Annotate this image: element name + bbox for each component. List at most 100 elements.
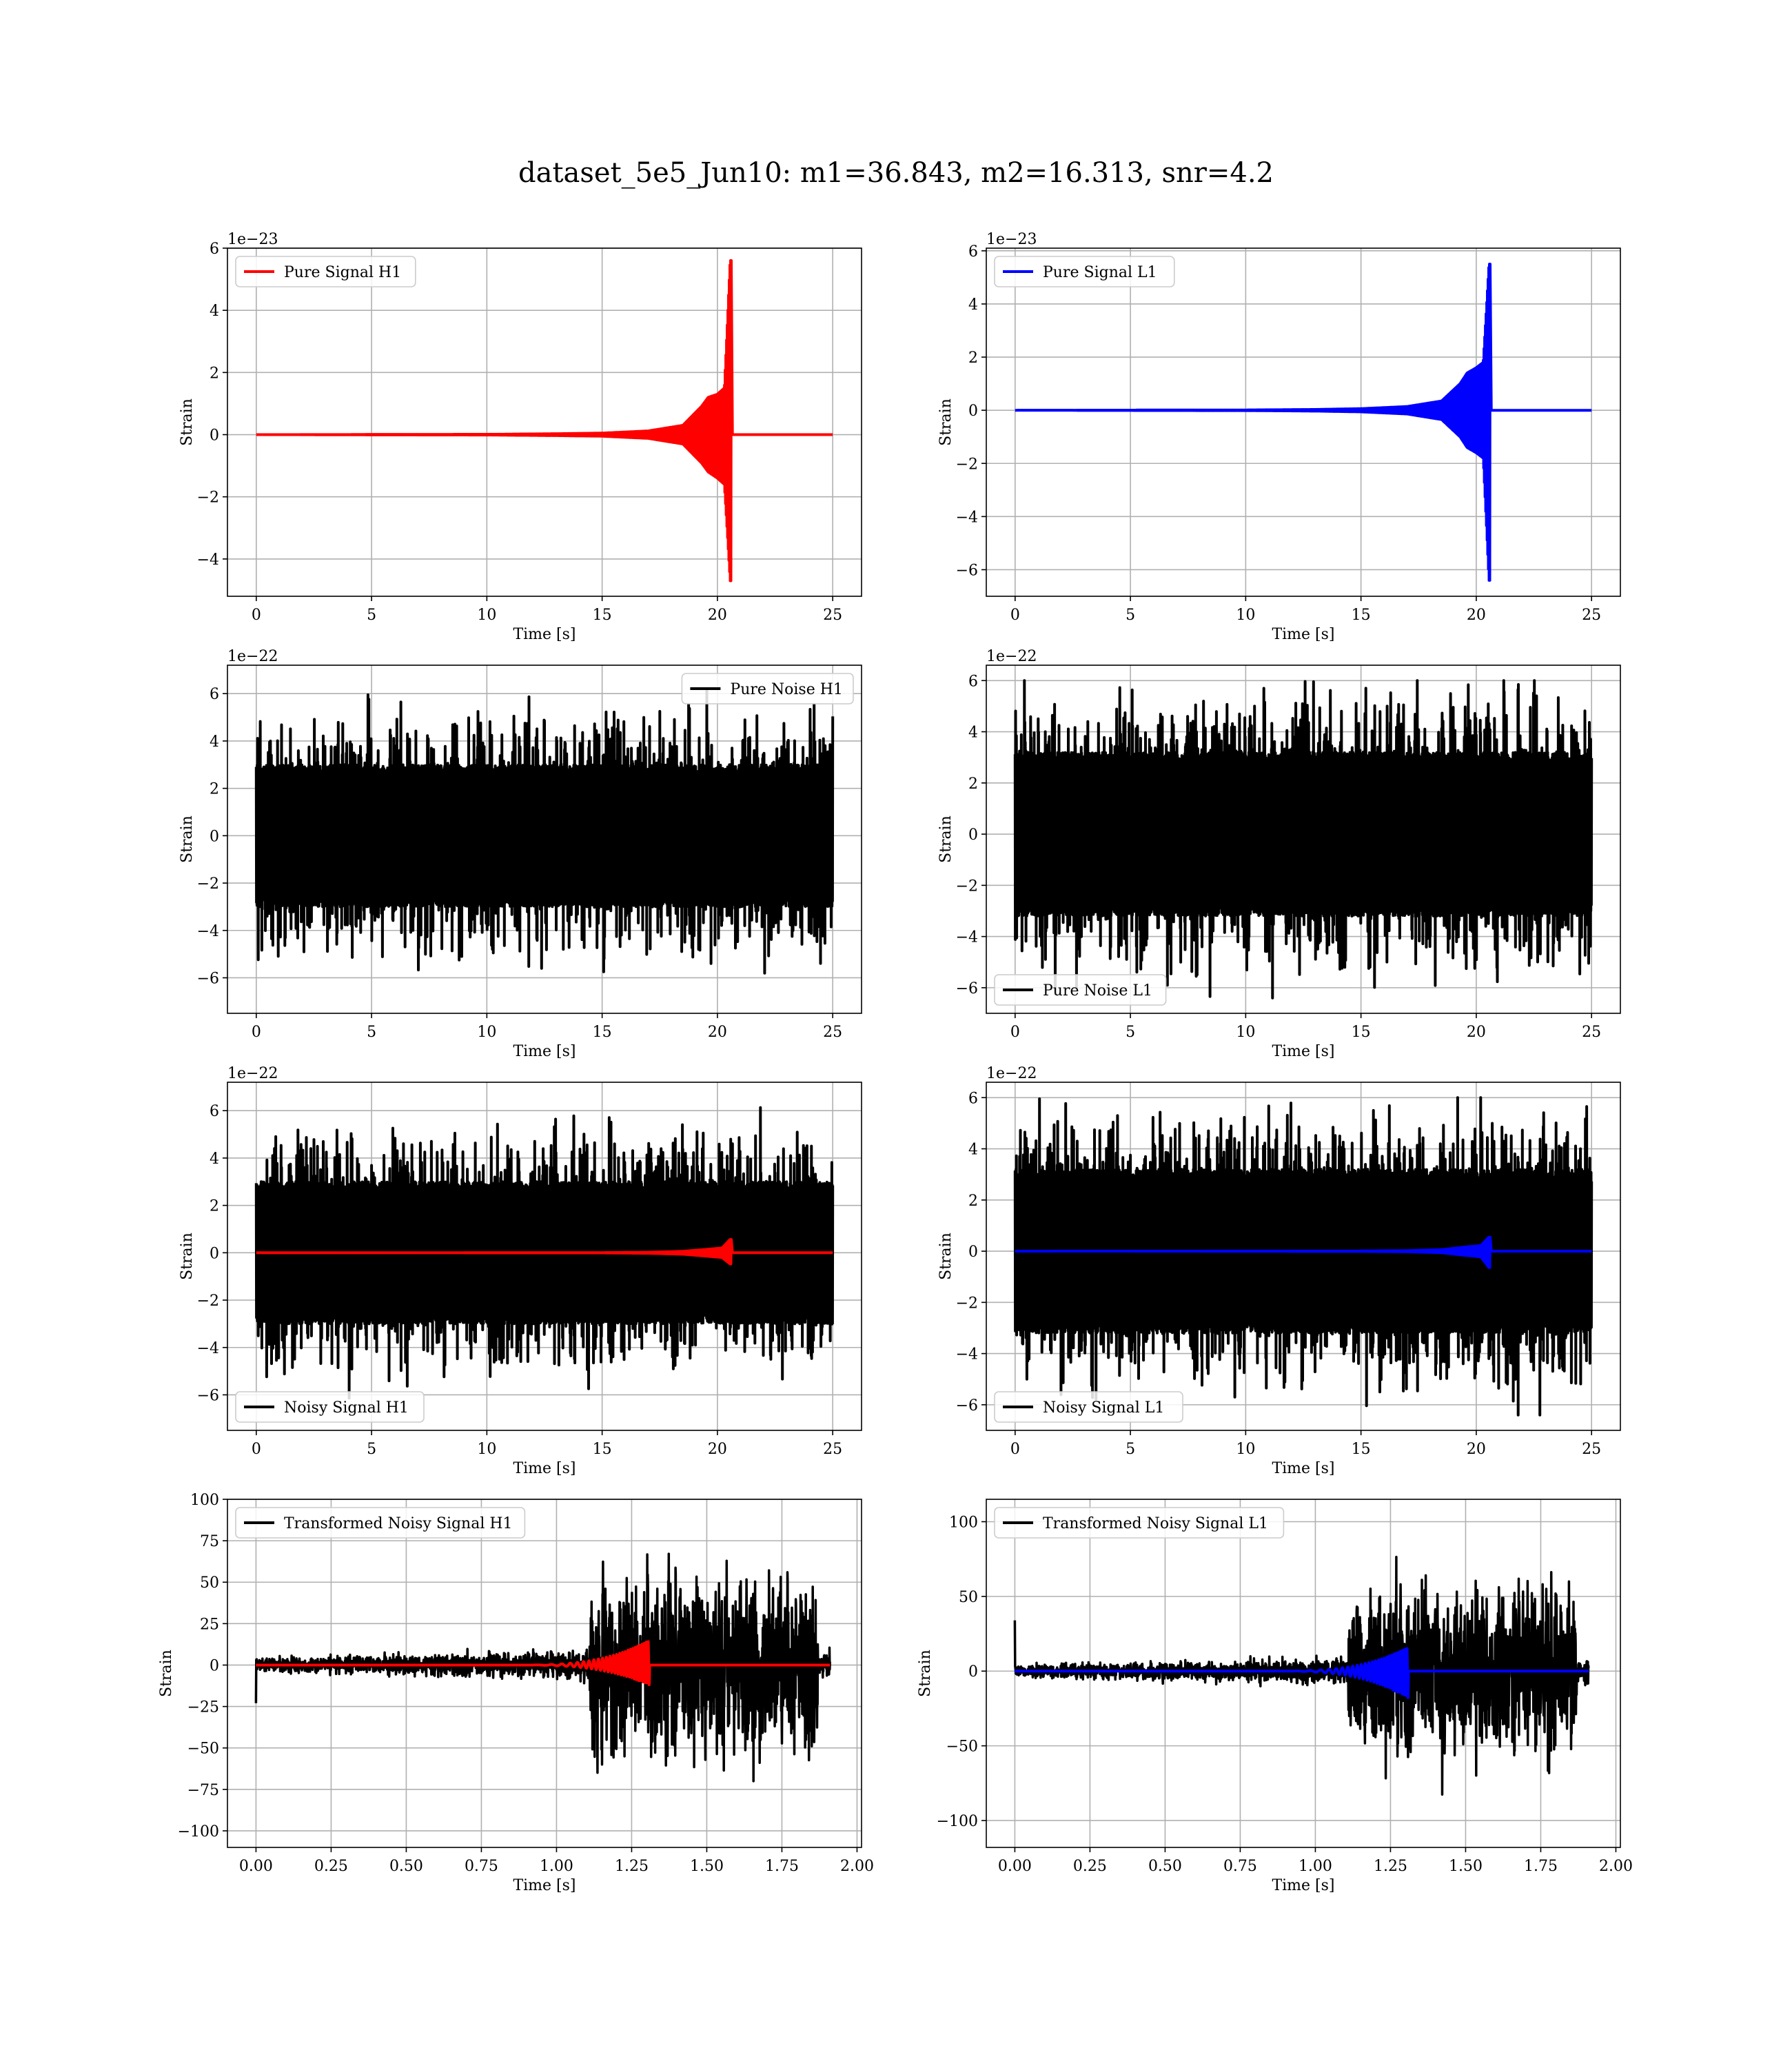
y-axis-label: Strain xyxy=(179,1233,196,1280)
y-tick-label: −2 xyxy=(197,1292,219,1310)
chart-p3: 0 5 10 15 20 25 −6 −4 −2 0 2 4 6 Time [s] Strain 1e−22 P… xyxy=(937,648,1621,1060)
y-tick-label: 0 xyxy=(968,827,978,844)
x-tick-label: 10 xyxy=(1236,607,1255,624)
y-tick-label: 4 xyxy=(968,1142,978,1159)
x-tick-label: 10 xyxy=(477,1441,496,1458)
x-tick-label: 20 xyxy=(1467,1441,1486,1458)
y-tick-label: −4 xyxy=(956,1346,978,1364)
plot-area xyxy=(1014,263,1592,582)
x-tick-label: 10 xyxy=(1236,1441,1255,1458)
x-tick-label: 0 xyxy=(252,607,261,624)
plot-area xyxy=(255,259,833,582)
plot-area xyxy=(254,1552,831,1783)
legend: Pure Signal H1 xyxy=(235,256,416,287)
y-tick-label: −4 xyxy=(956,929,978,946)
legend-label: Transformed Noisy Signal L1 xyxy=(1043,1515,1268,1532)
chart-p2: 0 5 10 15 20 25 −6 −4 −2 0 2 4 6 Time [s] Strain 1e−22 P… xyxy=(179,648,862,1060)
chart-p7: 0.00 0.25 0.50 0.75 1.00 1.25 1.50 1.75 2.00 −100… xyxy=(917,1499,1633,1894)
series-line xyxy=(254,1106,835,1400)
chart-p1: 0 5 10 15 20 25 −6 −4 −2 0 2 4 6 Time [s] Strain 1e−23 P… xyxy=(937,231,1621,643)
x-tick-label: 1.50 xyxy=(690,1858,724,1875)
y-tick-label: 50 xyxy=(200,1574,219,1592)
y-tick-label: 0 xyxy=(210,1657,219,1674)
series-line xyxy=(1014,1235,1592,1269)
y-tick-label: −2 xyxy=(956,456,978,473)
y-axis-label: Strain xyxy=(179,398,196,446)
legend: Noisy Signal L1 xyxy=(994,1391,1183,1423)
series-line xyxy=(255,259,833,582)
legend: Pure Noise H1 xyxy=(681,673,854,704)
x-tick-label: 1.00 xyxy=(1299,1858,1332,1875)
x-axis-label: Time [s] xyxy=(513,626,576,643)
x-tick-label: 5 xyxy=(1126,1441,1135,1458)
series-line xyxy=(255,1238,833,1266)
x-tick-label: 15 xyxy=(593,1024,612,1041)
y-tick-label: −6 xyxy=(956,562,978,579)
plot-area xyxy=(1013,679,1594,1000)
y-tick-label: 0 xyxy=(210,828,219,845)
legend-label: Pure Signal L1 xyxy=(1043,264,1157,281)
x-tick-label: 25 xyxy=(823,1441,842,1458)
x-tick-label: 0.25 xyxy=(1073,1858,1107,1875)
x-tick-label: 15 xyxy=(593,1441,612,1458)
legend: Noisy Signal H1 xyxy=(235,1391,425,1423)
plot-area xyxy=(1013,1555,1590,1796)
y-tick-label: 0 xyxy=(210,1245,219,1262)
x-tick-label: 20 xyxy=(708,1441,727,1458)
axes-frame xyxy=(227,665,862,1014)
x-axis-label: Time [s] xyxy=(1272,1877,1334,1894)
y-tick-label: 0 xyxy=(210,427,219,445)
y-tick-label: −75 xyxy=(187,1782,219,1799)
y-tick-label: −100 xyxy=(937,1813,978,1830)
legend-box xyxy=(994,974,1167,1006)
axis-offset-text: 1e−23 xyxy=(227,231,278,248)
axes-frame xyxy=(986,1499,1621,1848)
x-tick-label: 10 xyxy=(477,607,496,624)
x-tick-label: 1.50 xyxy=(1449,1858,1483,1875)
legend-box xyxy=(681,673,854,704)
y-tick-label: 4 xyxy=(210,733,219,751)
y-tick-label: 0 xyxy=(968,403,978,420)
y-tick-label: 4 xyxy=(968,296,978,314)
x-tick-label: 10 xyxy=(477,1024,496,1041)
axes-frame xyxy=(986,1082,1621,1431)
y-axis-label: Strain xyxy=(158,1650,175,1697)
axes-frame xyxy=(227,1082,862,1431)
x-tick-label: 1.25 xyxy=(1374,1858,1407,1875)
x-axis-label: Time [s] xyxy=(513,1877,576,1894)
axes-frame xyxy=(986,247,1621,597)
chart-p6: 0.00 0.25 0.50 0.75 1.00 1.25 1.50 1.75 2.00 −100… xyxy=(158,1492,874,1894)
y-tick-label: 25 xyxy=(200,1616,219,1633)
plot-area xyxy=(254,689,835,975)
y-tick-label: 2 xyxy=(968,349,978,367)
x-tick-label: 0 xyxy=(1010,607,1020,624)
x-tick-label: 0.50 xyxy=(389,1858,423,1875)
y-tick-label: 2 xyxy=(968,776,978,793)
y-tick-label: 100 xyxy=(949,1514,978,1532)
series-line xyxy=(256,1640,831,1686)
y-tick-label: 6 xyxy=(968,1090,978,1107)
x-tick-label: 0 xyxy=(252,1024,261,1041)
x-tick-label: 25 xyxy=(823,1024,842,1041)
axis-offset-text: 1e−23 xyxy=(986,231,1037,248)
y-axis-label: Strain xyxy=(917,1650,934,1697)
legend-box xyxy=(994,1391,1183,1423)
y-tick-label: 4 xyxy=(210,303,219,320)
x-tick-label: 1.75 xyxy=(765,1858,799,1875)
x-tick-label: 5 xyxy=(367,1024,376,1041)
x-tick-label: 20 xyxy=(1467,1024,1486,1041)
x-tick-label: 20 xyxy=(1467,607,1486,624)
legend: Transformed Noisy Signal L1 xyxy=(994,1507,1285,1539)
y-tick-label: −6 xyxy=(956,980,978,997)
legend: Pure Noise L1 xyxy=(994,974,1167,1006)
x-tick-label: 5 xyxy=(367,1441,376,1458)
y-tick-label: 6 xyxy=(210,1103,219,1120)
y-tick-label: −50 xyxy=(187,1741,219,1758)
x-axis-label: Time [s] xyxy=(1272,626,1334,643)
x-tick-label: 0.75 xyxy=(465,1858,498,1875)
axes-frame xyxy=(986,665,1621,1014)
y-tick-label: 0 xyxy=(968,1244,978,1261)
y-tick-label: −6 xyxy=(956,1397,978,1415)
x-tick-label: 15 xyxy=(593,607,612,624)
legend-box xyxy=(235,1391,425,1423)
